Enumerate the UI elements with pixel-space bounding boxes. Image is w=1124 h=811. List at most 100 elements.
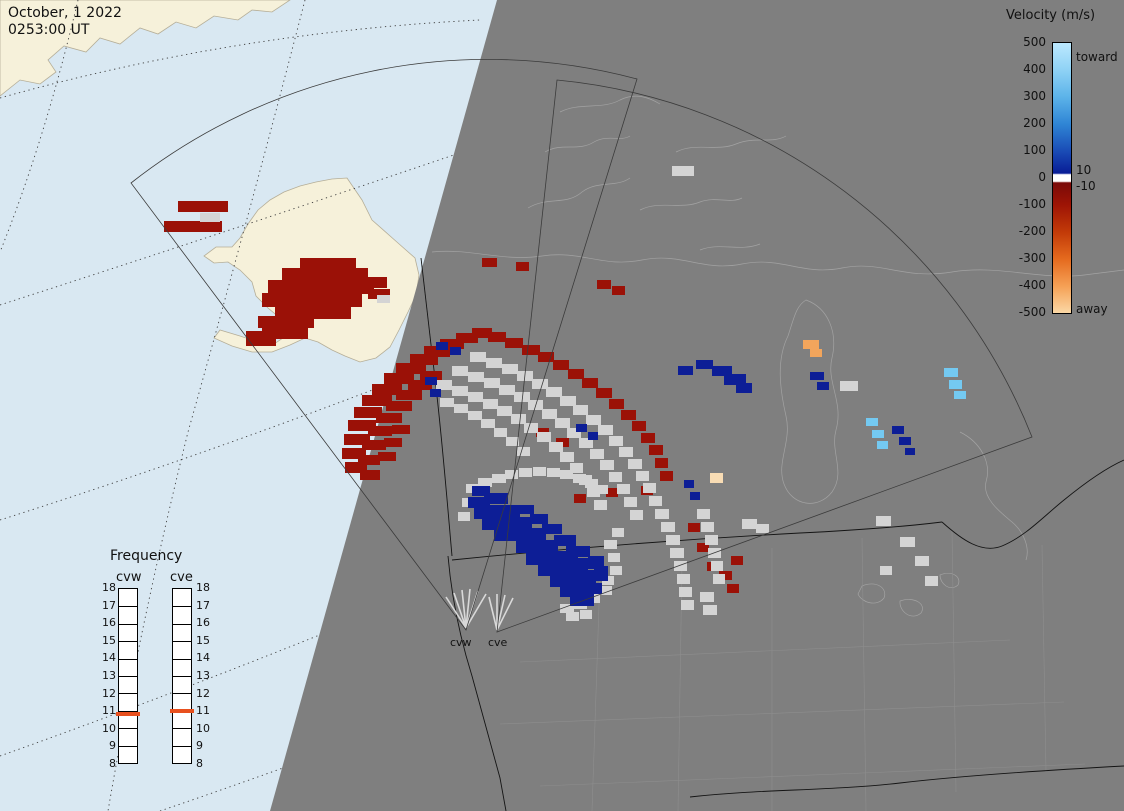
cell-away_red (410, 354, 438, 365)
frequency-legend: Frequency cvw cve 18 17 16 15 14 13 12 11 10 9 8 18… (88, 548, 220, 788)
cell-ground_gray (377, 295, 390, 303)
velocity-legend: Velocity (m/s) 500 400 300 200 100 0 -100 -200 -… (1000, 8, 1124, 338)
cell-ground_gray (560, 452, 574, 462)
cell-ground_gray (649, 496, 662, 506)
ladder-rung (119, 693, 137, 695)
cell-toward_navy (516, 540, 558, 553)
cell-away_red (660, 471, 673, 481)
plus10-tick-label: 10 (1076, 163, 1092, 177)
ladder-rung (119, 658, 137, 660)
cell-toward_navy (736, 383, 752, 393)
cve-column-label: cve (170, 570, 193, 585)
cell-away_red (362, 440, 386, 450)
cell-ground_gray (484, 378, 500, 388)
cell-ground_gray (468, 411, 482, 420)
frequency-legend-title: Frequency (110, 548, 183, 564)
cell-away_red (258, 316, 314, 328)
velocity-tick-200: 200 (1023, 116, 1046, 130)
cell-away_red (632, 421, 646, 431)
cell-away_red (731, 556, 743, 565)
siberia-landmass (0, 0, 291, 97)
cell-ground_gray (586, 415, 601, 425)
cell-ground_gray (532, 379, 548, 389)
cell-away_red (574, 494, 586, 503)
cell-toward_navy (684, 480, 694, 488)
cell-toward_navy (468, 497, 490, 508)
cell-away_red (697, 543, 709, 552)
cell-away_red (368, 289, 390, 299)
cell-ground_gray (519, 468, 532, 477)
velocity-tick-300: 300 (1023, 89, 1046, 103)
cell-ground_gray (840, 381, 858, 391)
cell-ground_gray (499, 385, 515, 395)
cell-ground_gray (587, 487, 600, 497)
cell-away_red (360, 470, 380, 480)
cell-away_red (456, 333, 478, 343)
cvw-frequency-ladder (116, 588, 140, 764)
cell-ground_gray (630, 510, 643, 520)
velocity-colorbar (1052, 42, 1072, 314)
national-borders (420, 257, 1124, 811)
cell-ground_gray (497, 406, 512, 416)
cell-away_red (392, 425, 410, 434)
cell-toward_navy (817, 382, 829, 390)
cell-ground_gray (679, 587, 692, 597)
cell-toward_navy (899, 437, 911, 445)
ladder-rung (119, 606, 137, 608)
cell-away_red (522, 345, 540, 355)
cell-toward_navy (588, 556, 604, 566)
cell-ground_gray (610, 566, 622, 575)
cell-away_red (384, 373, 414, 384)
cell-toward_navy (450, 347, 461, 355)
cell-away_red (516, 262, 529, 271)
cell-ground_gray (494, 428, 507, 437)
cell-ground_gray (681, 600, 694, 610)
cell-toward_navy (436, 342, 448, 350)
cve-frequency-marker (170, 708, 194, 713)
ladder-rung (173, 693, 191, 695)
timestamp: October, 1 2022 0253:00 UT (8, 5, 122, 39)
velocity-legend-title: Velocity (m/s) (1006, 8, 1096, 23)
cell-ground_gray (555, 418, 570, 428)
ladder-rung (173, 676, 191, 677)
cell-away_red (420, 371, 442, 381)
cell-toward_navy (570, 595, 594, 606)
cell-ground_gray (533, 467, 546, 476)
cell-away_red (300, 258, 356, 270)
cell-away_red (358, 455, 380, 465)
cell-ground_gray (468, 392, 483, 402)
cell-ground_gray (570, 463, 583, 473)
cell-toward_navy (542, 524, 562, 534)
cell-toward_navy (578, 583, 602, 594)
fov-outline-cve (496, 79, 1033, 633)
cell-ground_gray (542, 409, 557, 419)
cell-ground_gray (697, 509, 710, 519)
cvw-tick-18: 18 (102, 581, 116, 594)
cell-ground_gray (617, 484, 630, 494)
cell-ground_gray (636, 471, 649, 481)
cell-away_red (597, 280, 611, 289)
cell-away_red (649, 445, 663, 455)
cell-away_red (538, 352, 554, 362)
cell-away_peach (710, 473, 723, 483)
cell-away_red (688, 523, 700, 532)
cell-ground_gray (600, 460, 614, 470)
cell-toward_light_blue (944, 368, 958, 377)
cell-away_red (372, 384, 402, 395)
night-shade-region (270, 0, 1124, 811)
fov-outlines (130, 59, 1033, 633)
cell-toward_navy (594, 566, 608, 576)
cell-ground_gray (468, 372, 484, 382)
cell-ground_gray (524, 423, 538, 433)
cell-away_red (396, 390, 422, 400)
cell-away_red (655, 458, 668, 468)
cell-ground_gray (590, 449, 604, 459)
cell-ground_gray (655, 509, 669, 519)
cell-ground_gray (609, 472, 622, 482)
cell-ground_gray (711, 561, 723, 571)
cell-away_red (609, 399, 624, 409)
cvw-tick-14: 14 (102, 651, 116, 665)
velocity-tick-100: 100 (1023, 143, 1046, 157)
fov-outline-cvw (130, 59, 638, 631)
cell-away_red (727, 584, 739, 593)
